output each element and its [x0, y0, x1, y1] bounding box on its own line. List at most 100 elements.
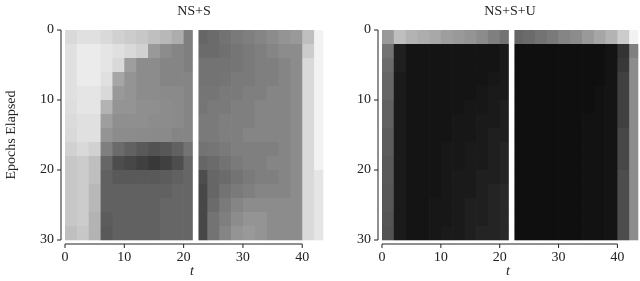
heat-cell — [136, 170, 149, 185]
heat-cell — [290, 170, 303, 185]
heat-cell — [124, 100, 137, 115]
heat-cell — [171, 212, 184, 227]
heat-cell — [393, 170, 406, 185]
heat-cell — [535, 156, 548, 171]
heat-cell — [558, 30, 571, 45]
heat-cell — [382, 86, 395, 101]
heat-cell — [254, 58, 267, 73]
heat-cell — [440, 212, 453, 227]
heat-cell — [65, 142, 78, 157]
heat-cell — [593, 142, 606, 157]
heat-cell — [171, 128, 184, 143]
heat-cell — [136, 114, 149, 129]
heat-cell — [112, 198, 125, 213]
heat-cell — [242, 58, 256, 73]
heat-cell — [278, 184, 291, 199]
heat-cell — [124, 44, 137, 59]
heat-cell — [302, 212, 315, 227]
heat-cell — [405, 44, 418, 59]
heat-cell — [124, 170, 137, 185]
heat-cell — [617, 156, 630, 171]
heat-cell — [254, 226, 267, 241]
heat-cell — [382, 212, 395, 227]
heat-cell — [266, 44, 279, 59]
heat-cell — [464, 170, 477, 185]
heat-cell — [76, 114, 90, 129]
heat-cell — [429, 100, 442, 115]
heat-cell — [112, 100, 125, 115]
heat-cell — [476, 170, 489, 185]
heat-cell — [254, 142, 267, 157]
heat-cell — [514, 44, 524, 59]
heat-cell — [198, 44, 208, 59]
heat-cell — [558, 156, 571, 171]
heat-cell — [558, 142, 571, 157]
heat-cell — [440, 156, 453, 171]
heat-cell — [499, 86, 509, 101]
heat-cell — [523, 128, 536, 143]
heat-cell — [124, 198, 137, 213]
heat-cell — [617, 58, 630, 73]
heat-cell — [393, 184, 406, 199]
heat-cell — [266, 170, 279, 185]
heat-cell — [231, 128, 244, 143]
heat-cell — [417, 100, 430, 115]
heat-cell — [417, 170, 430, 185]
heat-cell — [231, 184, 244, 199]
heat-cell — [629, 44, 639, 59]
heat-cell — [382, 226, 395, 241]
heat-cell — [314, 114, 324, 129]
heat-cell — [76, 44, 90, 59]
heat-cell — [112, 184, 125, 199]
heat-cell — [452, 198, 465, 213]
heat-cell — [514, 156, 524, 171]
heat-cell — [302, 198, 315, 213]
heat-cell — [88, 156, 101, 171]
heat-cell — [476, 86, 489, 101]
heat-cell — [593, 100, 606, 115]
heat-cell — [382, 184, 395, 199]
heat-cell — [570, 198, 583, 213]
heat-cell — [440, 72, 453, 87]
heat-cell — [452, 86, 465, 101]
heat-cell — [290, 72, 303, 87]
heat-cell — [382, 100, 395, 115]
heat-cell — [582, 198, 595, 213]
heat-cell — [499, 72, 509, 87]
heat-cell — [452, 226, 465, 241]
heat-cell — [112, 128, 125, 143]
heat-cell — [278, 226, 291, 241]
heat-cell — [514, 114, 524, 129]
heat-cell — [266, 128, 279, 143]
heat-cell — [219, 114, 232, 129]
heat-cell — [546, 184, 559, 199]
heat-cell — [278, 156, 291, 171]
heat-cell — [440, 44, 453, 59]
heat-cell — [171, 30, 184, 45]
heat-cell — [290, 100, 303, 115]
heat-cell — [464, 72, 477, 87]
heat-cell — [290, 128, 303, 143]
heat-cell — [546, 198, 559, 213]
heat-cell — [136, 198, 149, 213]
heat-cell — [254, 156, 267, 171]
heat-cell — [593, 226, 606, 241]
heat-cell — [231, 30, 244, 45]
heat-cell — [136, 72, 149, 87]
heat-cell — [136, 86, 149, 101]
y-axis-label: Epochs Elapsed — [4, 90, 19, 179]
heat-cell — [88, 58, 101, 73]
heat-cell — [100, 226, 113, 241]
heat-cell — [207, 170, 220, 185]
heat-cell — [605, 86, 618, 101]
heat-cell — [112, 114, 125, 129]
heat-cell — [242, 170, 256, 185]
heat-cell — [523, 100, 536, 115]
heat-cell — [476, 198, 489, 213]
heat-cell — [88, 44, 101, 59]
heat-cell — [148, 198, 161, 213]
heat-cell — [605, 226, 618, 241]
heat-cell — [558, 100, 571, 115]
chart-title: NS+S+U — [484, 4, 536, 19]
heat-cell — [593, 156, 606, 171]
